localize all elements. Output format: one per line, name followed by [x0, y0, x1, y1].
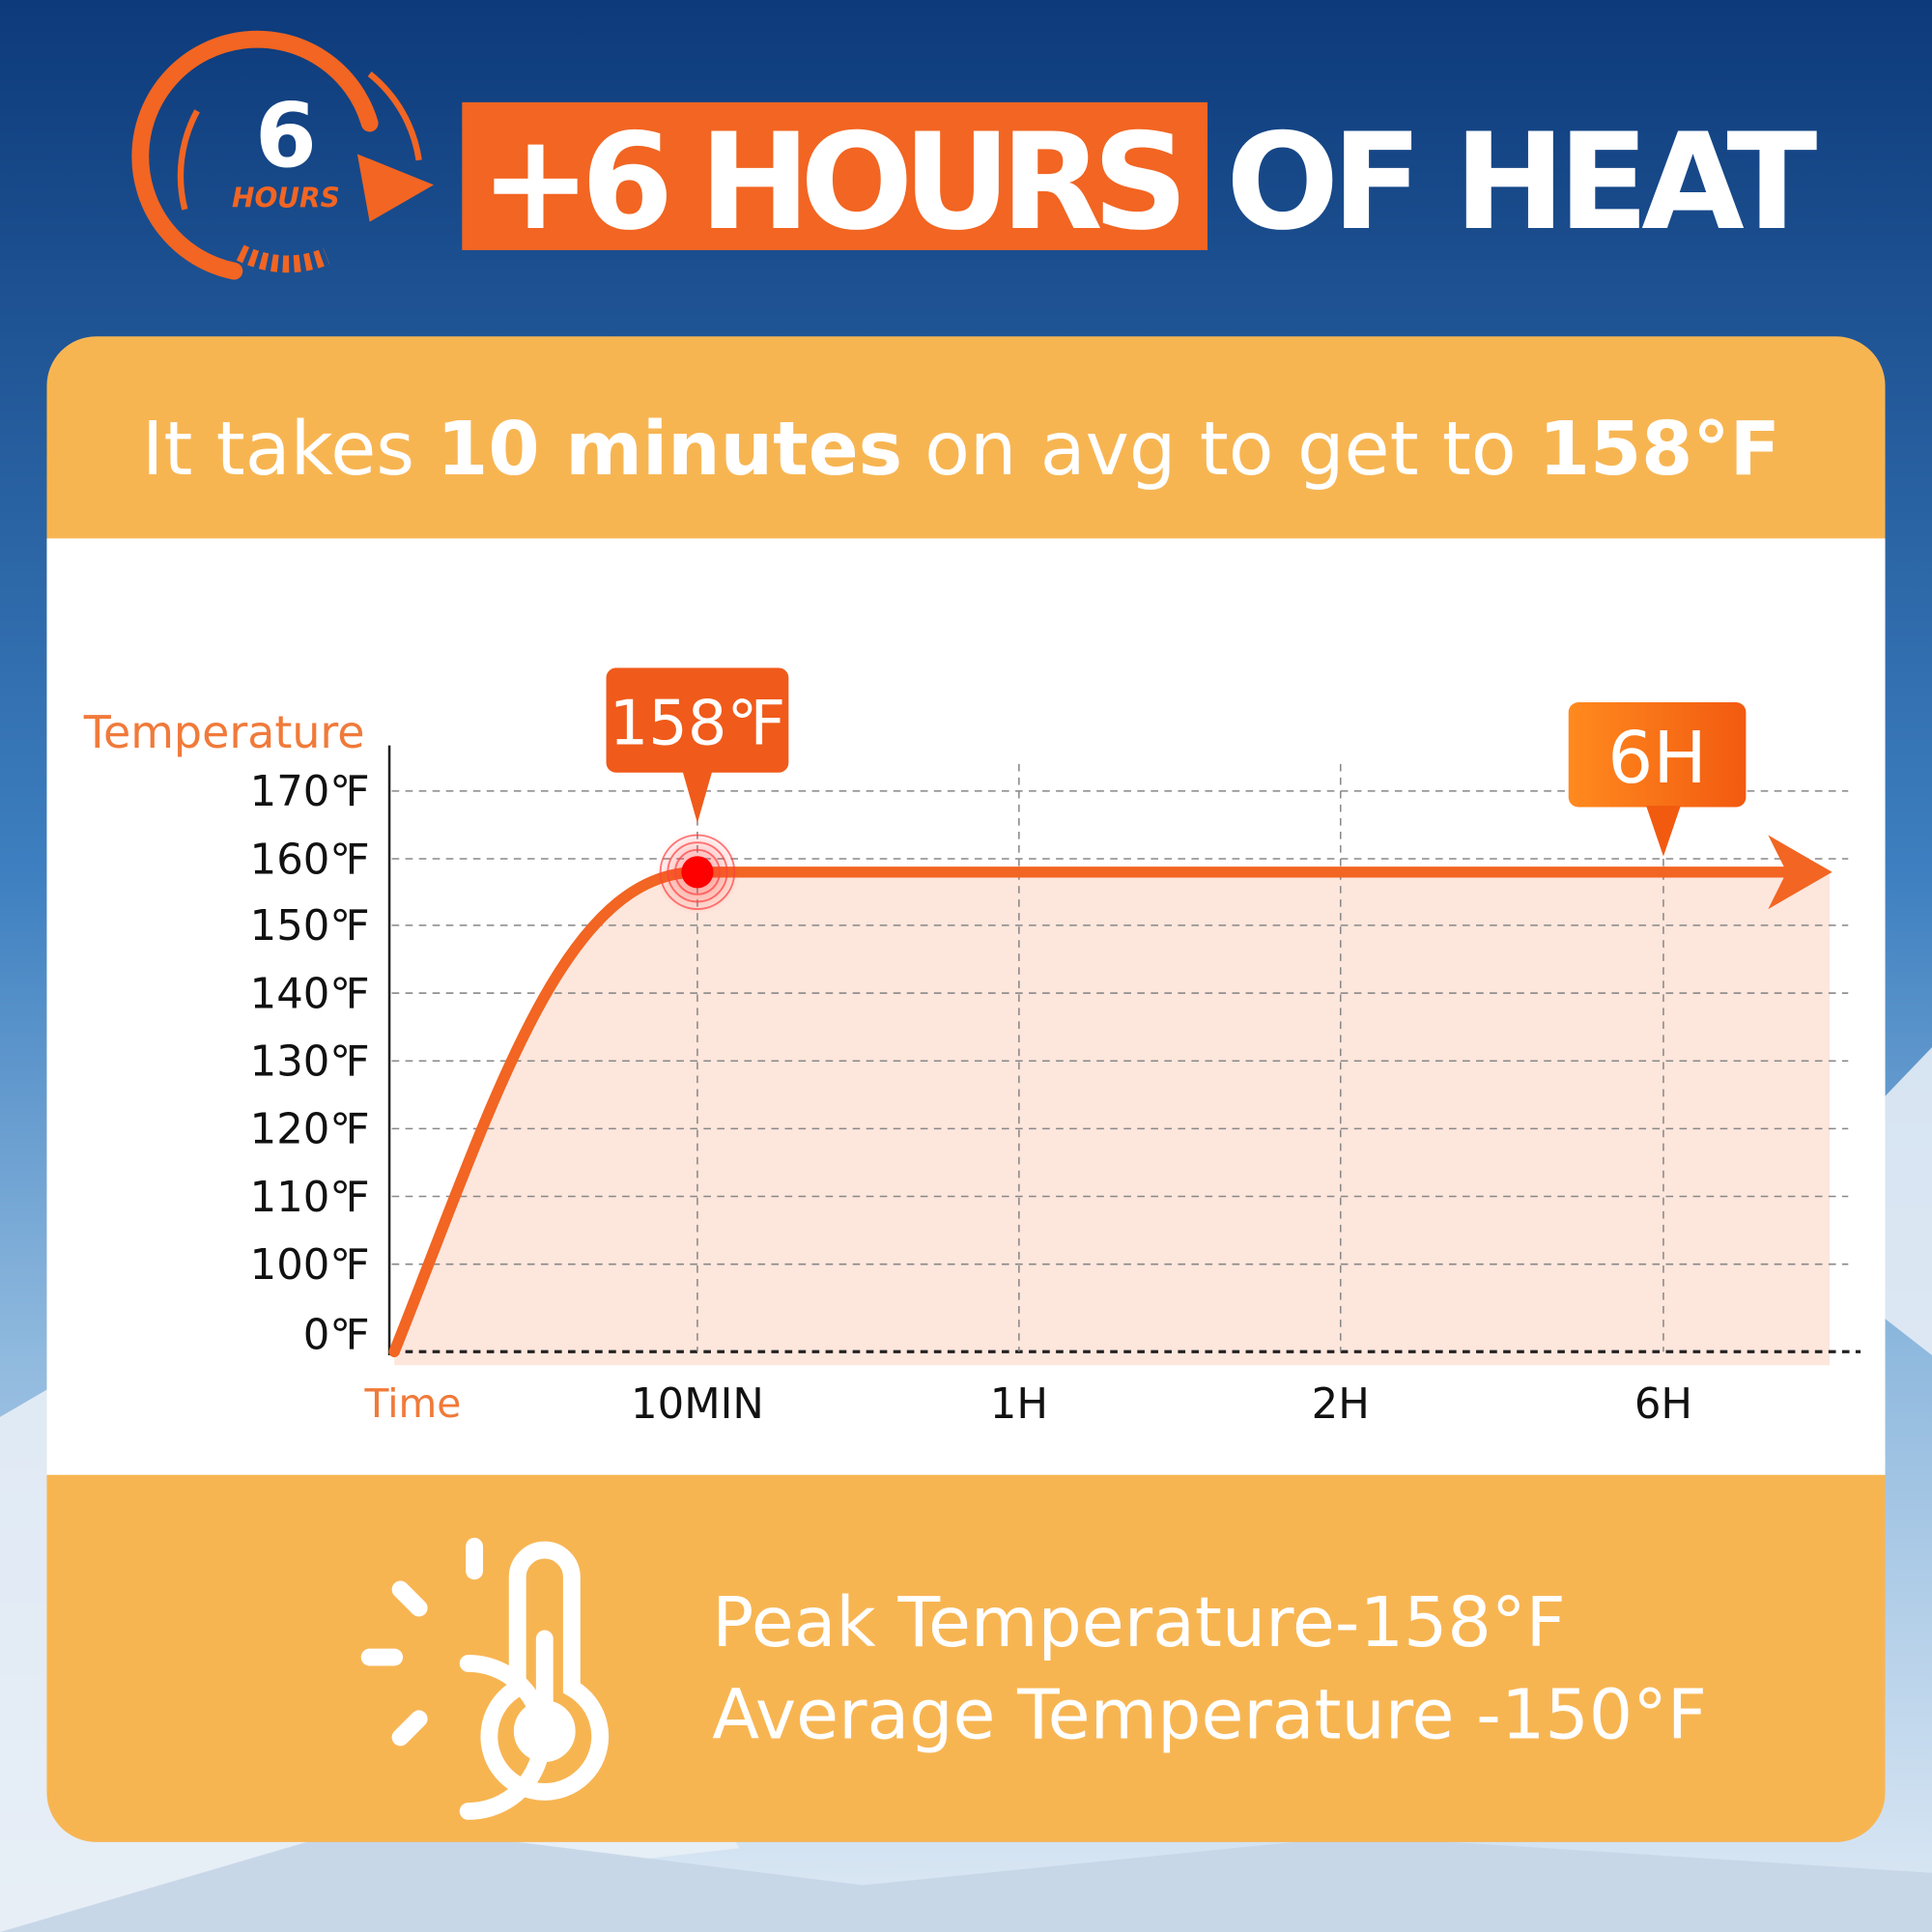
stat: Average Temperature -150°F [712, 1675, 1707, 1755]
subtitle-part: 10 minutes [437, 407, 902, 493]
callout [1568, 702, 1747, 808]
y-axis-label: Temperature [83, 706, 365, 758]
callout-text: 158℉ [610, 688, 785, 759]
title-highlight: +6 HOURS [480, 105, 1188, 260]
point-ring [659, 834, 736, 911]
x-axis-label: Time [364, 1380, 462, 1427]
x-tick-label: 1H [990, 1380, 1048, 1429]
y-tick-label: 150℉ [250, 902, 370, 951]
hours-badge: 6 HOURS [131, 30, 434, 280]
y-tick-label: 160℉ [250, 836, 370, 884]
callout-text: 6H [1607, 717, 1707, 800]
y-tick-label: 100℉ [250, 1241, 370, 1290]
y-tick-label: 0℉ [303, 1312, 370, 1360]
point-ring [674, 848, 721, 895]
x-tick-label: 2H [1312, 1380, 1370, 1429]
y-tick-label: 170℉ [250, 768, 370, 816]
callout [606, 668, 789, 773]
badge-number: 6 [255, 84, 317, 187]
area [394, 871, 1831, 1366]
y-tick-label: 120℉ [250, 1106, 370, 1154]
subtitle: It takes 10 minutes on avg to get to 158°F [142, 407, 1780, 493]
point-ring [667, 841, 728, 903]
chart: Temperature Time 0℉ 100℉ 110℉ 120℉ 130℉ 140℉ 1… [83, 668, 1861, 1429]
y-tick-label: 140℉ [250, 970, 370, 1018]
x-tick-label: 10MIN [631, 1380, 764, 1429]
subtitle-part: on avg to get to [924, 407, 1517, 493]
mountain [0, 1823, 1932, 1932]
highlight-box [462, 101, 1208, 250]
stat: Peak Temperature-158°F [712, 1582, 1565, 1662]
badge-unit: HOURS [232, 182, 340, 213]
x-tick-label: 6H [1634, 1380, 1692, 1429]
point [681, 856, 714, 889]
subtitle-part: 158°F [1539, 407, 1780, 493]
thermometer-icon [360, 1537, 610, 1820]
subtitle-part: It takes [142, 407, 414, 493]
callout-pointer [682, 771, 713, 824]
callout-pointer [1646, 806, 1681, 857]
arrow-head [1768, 835, 1833, 910]
y-tick-label: 110℉ [250, 1174, 370, 1222]
title-rest: OF HEAT [1226, 105, 1817, 260]
y-tick-label: 130℉ [250, 1038, 370, 1087]
